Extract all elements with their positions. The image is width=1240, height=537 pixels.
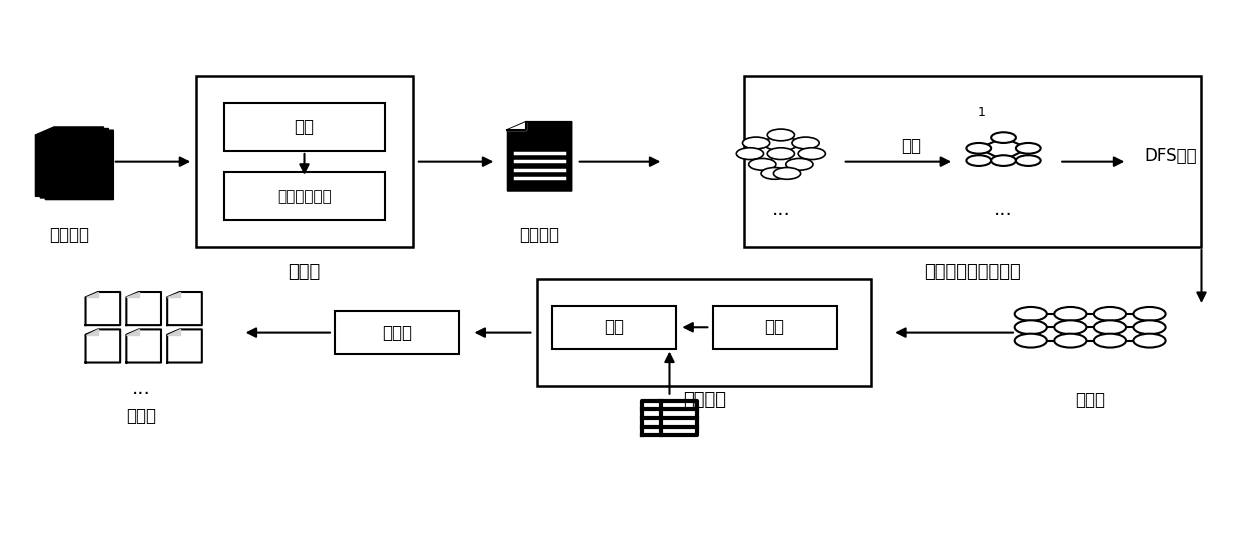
Text: ...: ... [994,200,1013,219]
Circle shape [1133,307,1166,321]
FancyBboxPatch shape [196,76,413,247]
Circle shape [799,148,826,159]
Text: 修剪: 修剪 [765,318,785,336]
Circle shape [1094,320,1126,334]
Text: 聚合: 聚合 [900,136,921,155]
Circle shape [1094,333,1126,347]
Circle shape [991,155,1016,166]
Polygon shape [86,292,120,325]
Circle shape [991,132,1016,143]
Polygon shape [36,127,103,197]
Circle shape [1054,307,1086,321]
Circle shape [761,168,789,179]
Circle shape [1133,333,1166,347]
Text: 攻击链: 攻击链 [1075,391,1105,409]
Circle shape [966,143,991,154]
Polygon shape [167,292,202,325]
Circle shape [737,148,764,159]
Circle shape [1133,320,1166,334]
Circle shape [1014,333,1047,347]
Polygon shape [167,292,180,297]
Polygon shape [86,329,120,362]
Polygon shape [46,130,113,200]
FancyBboxPatch shape [336,311,459,354]
Circle shape [792,137,820,149]
FancyBboxPatch shape [552,306,676,349]
Polygon shape [507,121,572,191]
Circle shape [768,129,795,141]
Polygon shape [126,329,139,335]
Text: 预处理: 预处理 [289,263,321,281]
Polygon shape [86,292,98,297]
FancyBboxPatch shape [224,103,384,151]
Circle shape [774,168,801,179]
Circle shape [966,155,991,166]
Text: 1: 1 [977,106,986,119]
FancyBboxPatch shape [224,172,384,220]
Circle shape [1014,320,1047,334]
Text: DFS遍历: DFS遍历 [1145,147,1197,165]
Text: 后期处理: 后期处理 [683,391,725,409]
Text: 攻击链建立（处理）: 攻击链建立（处理） [924,263,1021,281]
Circle shape [1014,307,1047,321]
Circle shape [1054,320,1086,334]
FancyBboxPatch shape [713,306,837,349]
Text: 重构: 重构 [295,118,315,136]
Polygon shape [126,292,139,297]
Circle shape [743,137,770,149]
Polygon shape [167,329,202,362]
Text: 降噪: 降噪 [604,318,624,336]
Circle shape [1016,155,1040,166]
Text: ...: ... [771,200,790,219]
Text: 攻击图: 攻击图 [126,408,156,425]
Text: 重复数据删除: 重复数据删除 [277,189,332,204]
Circle shape [1016,143,1040,154]
Text: 告警日志: 告警日志 [520,226,559,244]
Polygon shape [126,329,161,362]
Text: 原始报警: 原始报警 [50,226,89,244]
FancyBboxPatch shape [537,279,872,386]
Circle shape [749,158,776,170]
Polygon shape [86,329,98,335]
Polygon shape [126,292,161,325]
Polygon shape [167,329,180,335]
Text: ...: ... [131,379,150,398]
FancyBboxPatch shape [744,76,1202,247]
Circle shape [786,158,813,170]
Circle shape [768,148,795,159]
Circle shape [1054,333,1086,347]
Text: 虚拟化: 虚拟化 [382,324,412,342]
Circle shape [1094,307,1126,321]
Polygon shape [507,121,526,129]
Polygon shape [41,128,108,198]
